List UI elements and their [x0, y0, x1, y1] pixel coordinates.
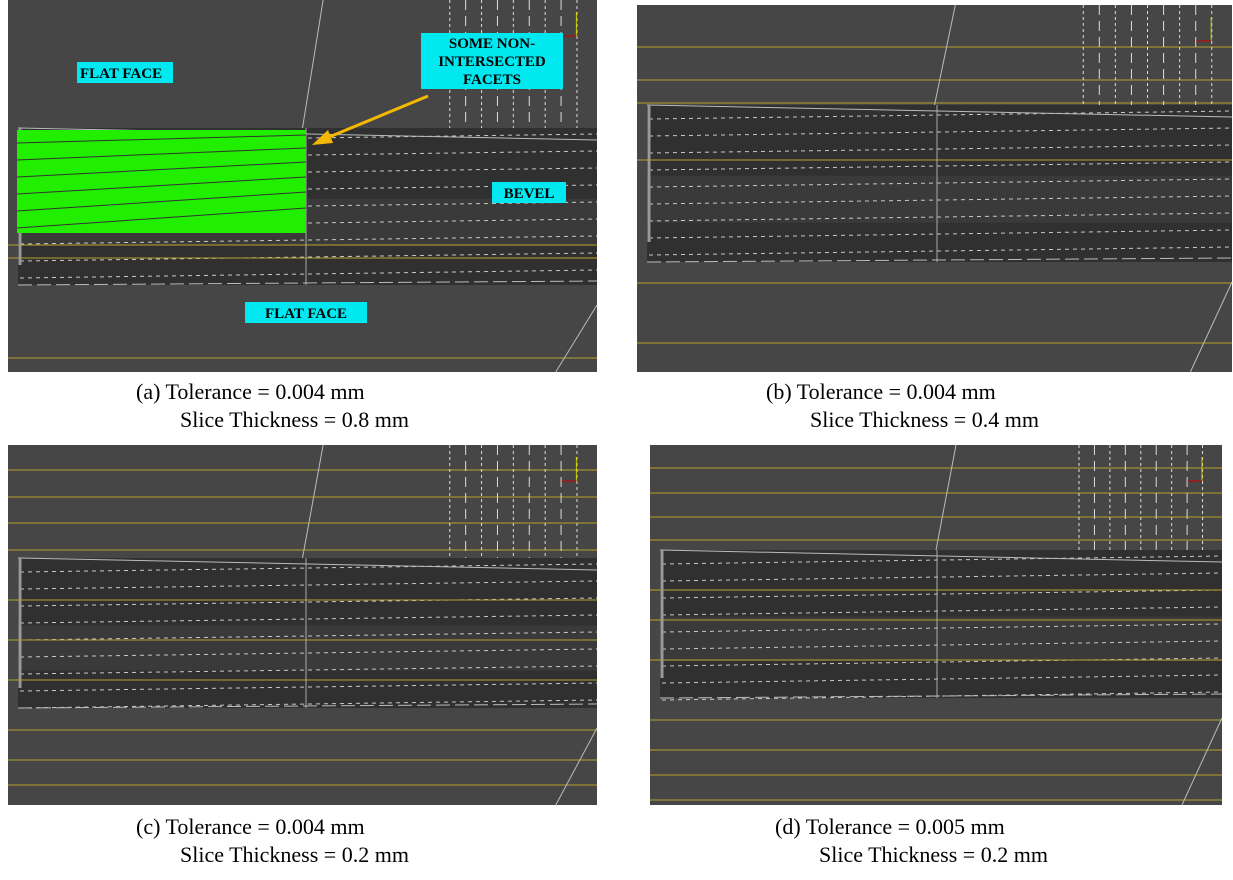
bevel-band-mid — [18, 625, 597, 671]
facet-edge — [648, 127, 1233, 137]
label: BEVEL — [504, 186, 555, 202]
facet-edge — [661, 572, 1223, 582]
facet-edge — [661, 555, 1223, 565]
edge — [555, 727, 598, 806]
facet-edge — [19, 235, 598, 245]
facet-edge — [19, 631, 598, 641]
facet-edge — [648, 110, 1233, 120]
highlight-region — [17, 130, 306, 233]
label: FACETS — [463, 72, 521, 88]
caption-tolerance: (d) Tolerance = 0.005 mm — [775, 814, 1005, 839]
facet-edge — [648, 144, 1233, 154]
facet-edge — [19, 665, 598, 675]
viewport — [637, 4, 1233, 373]
edge — [302, 0, 324, 129]
label-bg — [77, 62, 173, 83]
label-bg — [492, 182, 566, 203]
facet-edge — [648, 161, 1233, 171]
label: FLAT FACE — [265, 306, 347, 322]
facet-edge — [661, 623, 1223, 633]
label-bg — [421, 33, 563, 89]
edge — [646, 104, 1233, 118]
captions: (a) Tolerance = 0.004 mm Slice Thickness … — [136, 379, 1048, 867]
edge — [659, 549, 1223, 563]
facet-edge — [19, 563, 598, 573]
label-bg — [245, 302, 367, 323]
facet-edge — [19, 597, 598, 607]
caption-tolerance: (c) Tolerance = 0.004 mm — [136, 814, 365, 839]
facet-edge — [19, 269, 598, 279]
caption-thickness: Slice Thickness = 0.2 mm — [819, 842, 1048, 867]
caption-tolerance: (a) Tolerance = 0.004 mm — [136, 379, 365, 404]
facet-edge — [661, 606, 1223, 616]
caption-tolerance: (b) Tolerance = 0.004 mm — [766, 379, 996, 404]
label: SOME NON- — [449, 36, 535, 52]
facet-edge — [19, 682, 598, 692]
facet-edge — [648, 212, 1233, 222]
facet-edge — [19, 648, 598, 658]
edge — [659, 693, 1223, 699]
facet-edge — [648, 178, 1233, 188]
edge — [302, 444, 324, 559]
viewport — [8, 444, 598, 806]
edge — [555, 304, 598, 373]
edge — [1189, 281, 1233, 373]
edge — [934, 4, 956, 106]
facet-lines — [16, 134, 307, 229]
viewport — [650, 444, 1223, 806]
bevel-band-mid — [660, 616, 1222, 661]
panels — [8, 0, 1233, 806]
label: FLAT FACE — [80, 66, 162, 82]
edge — [646, 257, 1233, 263]
facet-edge — [19, 699, 598, 709]
facet-edge — [19, 252, 598, 262]
caption-thickness: Slice Thickness = 0.4 mm — [810, 407, 1039, 432]
facet-edge — [648, 229, 1233, 239]
edge — [1181, 717, 1223, 806]
caption-thickness: Slice Thickness = 0.8 mm — [180, 407, 409, 432]
caption-thickness: Slice Thickness = 0.2 mm — [180, 842, 409, 867]
facet-edge — [19, 580, 598, 590]
facet-edge — [661, 657, 1223, 667]
facet-edge — [648, 246, 1233, 256]
edge — [17, 557, 598, 571]
arrow — [321, 94, 429, 142]
arrow-head — [312, 130, 333, 145]
facet-edge — [648, 195, 1233, 205]
facet-edge — [661, 589, 1223, 599]
edge — [17, 280, 598, 286]
facet-edge — [661, 691, 1223, 701]
annotations: FLAT FACE SOME NON- INTERSECTED FACETS B… — [16, 33, 566, 323]
facet-edge — [661, 674, 1223, 684]
edge — [17, 703, 598, 709]
label: INTERSECTED — [438, 54, 546, 70]
facet-edge — [19, 614, 598, 624]
facet-edge — [661, 640, 1223, 650]
edge — [935, 444, 957, 551]
